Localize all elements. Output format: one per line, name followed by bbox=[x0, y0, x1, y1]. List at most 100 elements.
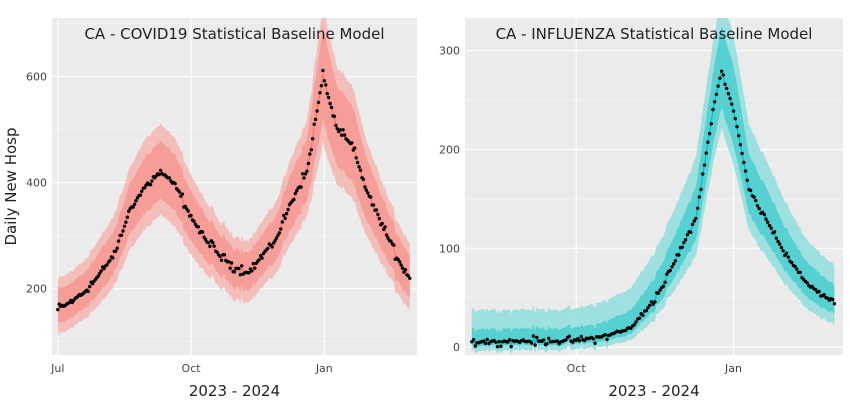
data-point bbox=[305, 169, 309, 173]
data-point bbox=[114, 249, 118, 253]
data-point bbox=[605, 337, 609, 342]
data-point bbox=[766, 220, 770, 224]
data-point bbox=[173, 181, 177, 186]
data-point bbox=[494, 340, 498, 344]
data-point bbox=[119, 233, 124, 237]
data-point bbox=[158, 168, 163, 173]
data-point bbox=[228, 266, 232, 270]
data-point bbox=[167, 176, 171, 180]
data-point bbox=[822, 293, 826, 297]
data-point bbox=[738, 143, 743, 147]
prediction-band-95 bbox=[57, 18, 410, 337]
data-point bbox=[725, 86, 729, 91]
data-point bbox=[206, 241, 211, 245]
data-point bbox=[737, 134, 741, 138]
data-point bbox=[603, 333, 607, 337]
data-point bbox=[473, 344, 477, 348]
data-point bbox=[702, 163, 707, 167]
data-point bbox=[663, 280, 667, 284]
data-point bbox=[280, 220, 284, 224]
data-point bbox=[358, 168, 363, 172]
data-point bbox=[312, 122, 316, 127]
data-point bbox=[786, 255, 790, 259]
data-point bbox=[790, 260, 794, 265]
data-point bbox=[138, 193, 143, 197]
data-point bbox=[591, 337, 595, 341]
y-tick-label: 600 bbox=[26, 70, 47, 83]
data-point bbox=[547, 336, 551, 340]
data-point bbox=[728, 96, 732, 101]
data-point bbox=[697, 195, 701, 199]
data-point bbox=[157, 172, 161, 177]
data-point bbox=[374, 208, 379, 212]
data-point bbox=[764, 217, 768, 221]
data-point bbox=[350, 141, 354, 145]
data-point bbox=[183, 204, 187, 209]
data-point bbox=[656, 291, 660, 295]
panel-title: CA - INFLUENZA Statistical Baseline Mode… bbox=[496, 25, 813, 43]
data-point bbox=[279, 227, 283, 231]
data-point bbox=[125, 215, 129, 219]
panel-influenza: 0 100 200 300 Oct Jan CA - INFLUENZA Statistic… bbox=[439, 18, 843, 400]
data-point bbox=[383, 225, 387, 229]
data-point bbox=[774, 236, 778, 240]
data-point bbox=[723, 82, 727, 87]
data-point bbox=[316, 100, 321, 105]
x-axis-label: 2023 - 2024 bbox=[189, 382, 280, 400]
data-point bbox=[286, 207, 290, 212]
data-point bbox=[483, 341, 488, 346]
data-point bbox=[772, 230, 777, 234]
data-point bbox=[685, 233, 690, 237]
data-point bbox=[683, 238, 688, 242]
data-point bbox=[694, 216, 698, 221]
data-point bbox=[116, 239, 121, 243]
y-tick-label: 100 bbox=[439, 242, 460, 255]
data-point bbox=[369, 195, 373, 199]
data-point bbox=[371, 203, 376, 207]
data-point bbox=[342, 133, 347, 137]
data-point bbox=[111, 256, 115, 260]
data-point bbox=[755, 204, 760, 208]
data-point bbox=[211, 240, 215, 245]
data-point bbox=[229, 261, 234, 265]
data-point bbox=[189, 213, 193, 218]
data-point bbox=[328, 101, 332, 106]
data-point bbox=[817, 289, 821, 294]
data-point bbox=[499, 344, 503, 348]
data-point bbox=[311, 137, 315, 141]
data-point bbox=[384, 233, 389, 237]
data-point bbox=[115, 246, 119, 250]
data-point bbox=[719, 69, 724, 74]
panel-covid19: 200 400 600 Jul Oct Jan CA - COVID19 Statistic… bbox=[2, 18, 417, 400]
data-point bbox=[338, 128, 342, 132]
data-point bbox=[798, 270, 802, 274]
data-point bbox=[227, 260, 231, 264]
data-point bbox=[303, 172, 308, 176]
data-point bbox=[507, 338, 512, 342]
data-point bbox=[784, 251, 789, 255]
data-point bbox=[308, 152, 312, 156]
data-point bbox=[363, 185, 367, 189]
data-point bbox=[672, 262, 676, 266]
data-point bbox=[324, 83, 328, 87]
data-point bbox=[295, 189, 299, 193]
x-tick-label: Oct bbox=[182, 362, 202, 375]
data-point bbox=[644, 308, 648, 313]
data-point bbox=[680, 245, 684, 249]
data-point bbox=[593, 341, 597, 345]
data-point bbox=[497, 339, 501, 344]
data-point bbox=[567, 334, 571, 338]
data-point bbox=[762, 212, 766, 217]
y-tick-label: 400 bbox=[26, 177, 47, 190]
data-point bbox=[99, 269, 103, 273]
y-tick-label: 200 bbox=[439, 143, 460, 156]
data-point bbox=[238, 273, 242, 277]
data-point bbox=[215, 250, 219, 254]
data-point bbox=[177, 190, 182, 194]
data-point bbox=[748, 188, 753, 193]
data-point bbox=[335, 127, 339, 131]
data-point bbox=[735, 125, 739, 129]
data-point bbox=[334, 123, 338, 128]
data-point bbox=[56, 307, 60, 312]
data-point bbox=[403, 268, 408, 272]
